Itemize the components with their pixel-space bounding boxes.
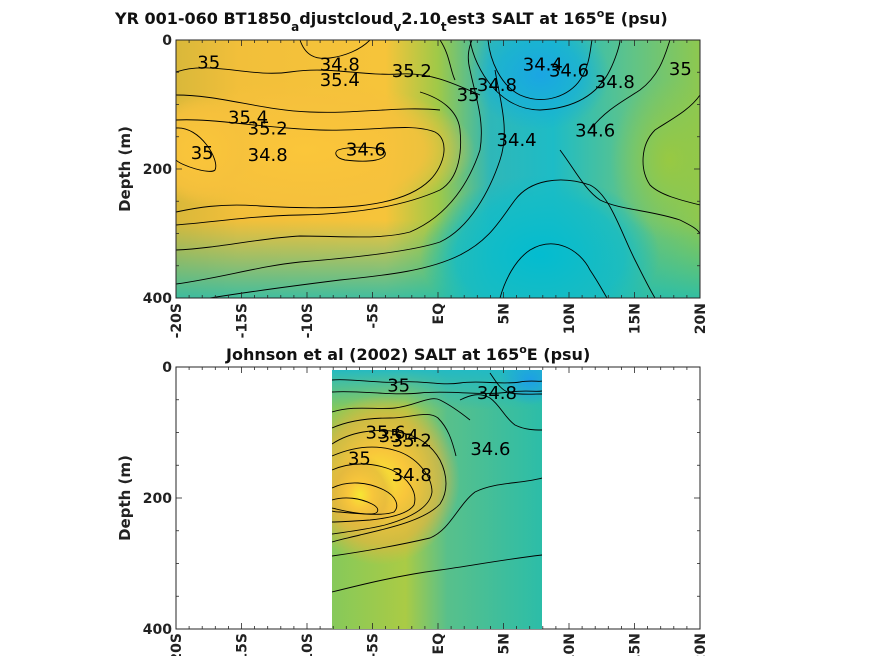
top-y-tick-label: 200 bbox=[143, 162, 172, 178]
top-x-tick-label: 15N bbox=[628, 303, 644, 334]
bottom-panel: Johnson et al (2002) SALT at 165oE (psu) bbox=[116, 343, 709, 656]
top-x-tick-label: -20S bbox=[169, 303, 185, 338]
top-contour-label: 34.4 bbox=[497, 130, 537, 151]
bottom-contour-label: 34.8 bbox=[392, 465, 432, 486]
bottom-contour-label: 35 bbox=[387, 375, 410, 396]
bottom-title-part-1: o bbox=[519, 343, 527, 356]
bottom-y-tick-label: 400 bbox=[143, 622, 172, 638]
top-title: YR 001-060 BT1850adjustcloudv2.10test3 S… bbox=[114, 7, 668, 34]
top-ylabel: Depth (m) bbox=[116, 126, 134, 212]
bottom-contour-label: 35 bbox=[348, 449, 371, 470]
top-panel: YR 001-060 BT1850adjustcloudv2.10test3 S… bbox=[114, 7, 709, 338]
top-x-tick-label: -15S bbox=[235, 303, 251, 338]
top-contour-label: 34.8 bbox=[595, 72, 635, 93]
top-x-tick-labels: -20S -15S -10S -5S EQ 5N 10N 15N 20N bbox=[169, 303, 709, 338]
bottom-contour-label: 35.4 bbox=[379, 426, 419, 447]
top-x-tick-label: 10N bbox=[562, 303, 578, 334]
top-title-part-8: E (psu) bbox=[604, 9, 668, 28]
bottom-ylabel: Depth (m) bbox=[116, 455, 134, 541]
bottom-plot-area bbox=[175, 366, 701, 630]
top-x-tick-label: -5S bbox=[366, 303, 382, 329]
top-y-tick-label: 400 bbox=[143, 291, 172, 307]
bottom-contour-label: 35.2 bbox=[392, 430, 432, 451]
bottom-title-part-2: E (psu) bbox=[527, 345, 591, 364]
top-y-tick-label: 0 bbox=[162, 33, 172, 49]
bottom-salinity-field bbox=[332, 370, 542, 629]
top-contour-label: 34.8 bbox=[477, 75, 517, 96]
top-title-part-3: v bbox=[394, 20, 402, 34]
top-contour-label: 34.6 bbox=[549, 60, 589, 81]
top-contour-label: 34.6 bbox=[346, 140, 386, 161]
top-title-part-1: a bbox=[291, 20, 299, 34]
bottom-x-tick-label: 10N bbox=[562, 633, 578, 656]
bottom-x-tick-label: 5N bbox=[497, 633, 513, 654]
bottom-contour-lines bbox=[332, 372, 542, 593]
top-contour-label: 35 bbox=[669, 59, 692, 80]
top-x-tick-label: 20N bbox=[693, 303, 709, 334]
bottom-x-tick-labels: -20S -15S -10S -5S EQ 5N 10N 15N 20N bbox=[169, 633, 709, 656]
bottom-x-tick-label: 15N bbox=[628, 633, 644, 656]
top-title-part-7: o bbox=[597, 7, 605, 20]
top-contour-label: 34.8 bbox=[248, 145, 288, 166]
bottom-contour-label: 35.6 bbox=[366, 423, 406, 444]
top-contour-label: 34.6 bbox=[575, 120, 615, 141]
bottom-y-tick-labels: 0 200 400 bbox=[143, 360, 172, 638]
bottom-contour-label: 34.8 bbox=[477, 383, 517, 404]
top-x-tick-label: -10S bbox=[300, 303, 316, 338]
top-contour-label: 35.2 bbox=[248, 118, 288, 139]
bottom-contour-label: 34.6 bbox=[470, 439, 510, 460]
top-x-tick-label: EQ bbox=[431, 303, 447, 325]
bottom-x-tick-label: 20N bbox=[693, 633, 709, 656]
top-title-part-4: 2.10 bbox=[401, 9, 440, 28]
bottom-x-tick-label: EQ bbox=[431, 633, 447, 655]
bottom-x-tick-label: -15S bbox=[235, 633, 251, 656]
top-contour-label: 35 bbox=[191, 143, 214, 164]
bottom-y-tick-label: 200 bbox=[143, 491, 172, 507]
top-contour-lines bbox=[176, 40, 700, 298]
top-contour-label: 35 bbox=[197, 53, 220, 74]
top-title-part-0: YR 001-060 BT1850 bbox=[114, 9, 291, 28]
bottom-y-tick-label: 0 bbox=[162, 360, 172, 376]
top-y-tick-labels: 0 200 400 bbox=[143, 33, 172, 307]
bottom-x-tick-label: -10S bbox=[300, 633, 316, 656]
bottom-x-tick-label: -5S bbox=[366, 633, 382, 656]
bottom-title-part-0: Johnson et al (2002) SALT at 165 bbox=[225, 345, 519, 364]
top-contour-label: 35 bbox=[457, 85, 480, 106]
top-contour-label: 35.4 bbox=[228, 107, 268, 128]
top-contour-label: 34.4 bbox=[523, 55, 563, 76]
top-x-tick-label: 5N bbox=[497, 303, 513, 324]
top-title-part-6: est3 SALT at 165 bbox=[447, 9, 597, 28]
top-ticks bbox=[175, 39, 701, 299]
top-plot-area bbox=[175, 39, 701, 299]
top-contour-label: 35.2 bbox=[392, 61, 432, 82]
bottom-contour-labels: 35 34.8 35.635.435.2 34.6 35 34.8 bbox=[348, 375, 517, 486]
top-salinity-field bbox=[176, 40, 700, 298]
top-title-part-2: djustcloud bbox=[299, 9, 393, 28]
top-contour-label: 34.8 bbox=[320, 55, 360, 76]
bottom-ticks bbox=[175, 366, 701, 630]
bottom-x-tick-label: -20S bbox=[169, 633, 185, 656]
top-contour-label: 35.4 bbox=[320, 70, 360, 91]
bottom-title: Johnson et al (2002) SALT at 165oE (psu) bbox=[225, 343, 590, 364]
top-title-part-5: t bbox=[441, 20, 447, 34]
